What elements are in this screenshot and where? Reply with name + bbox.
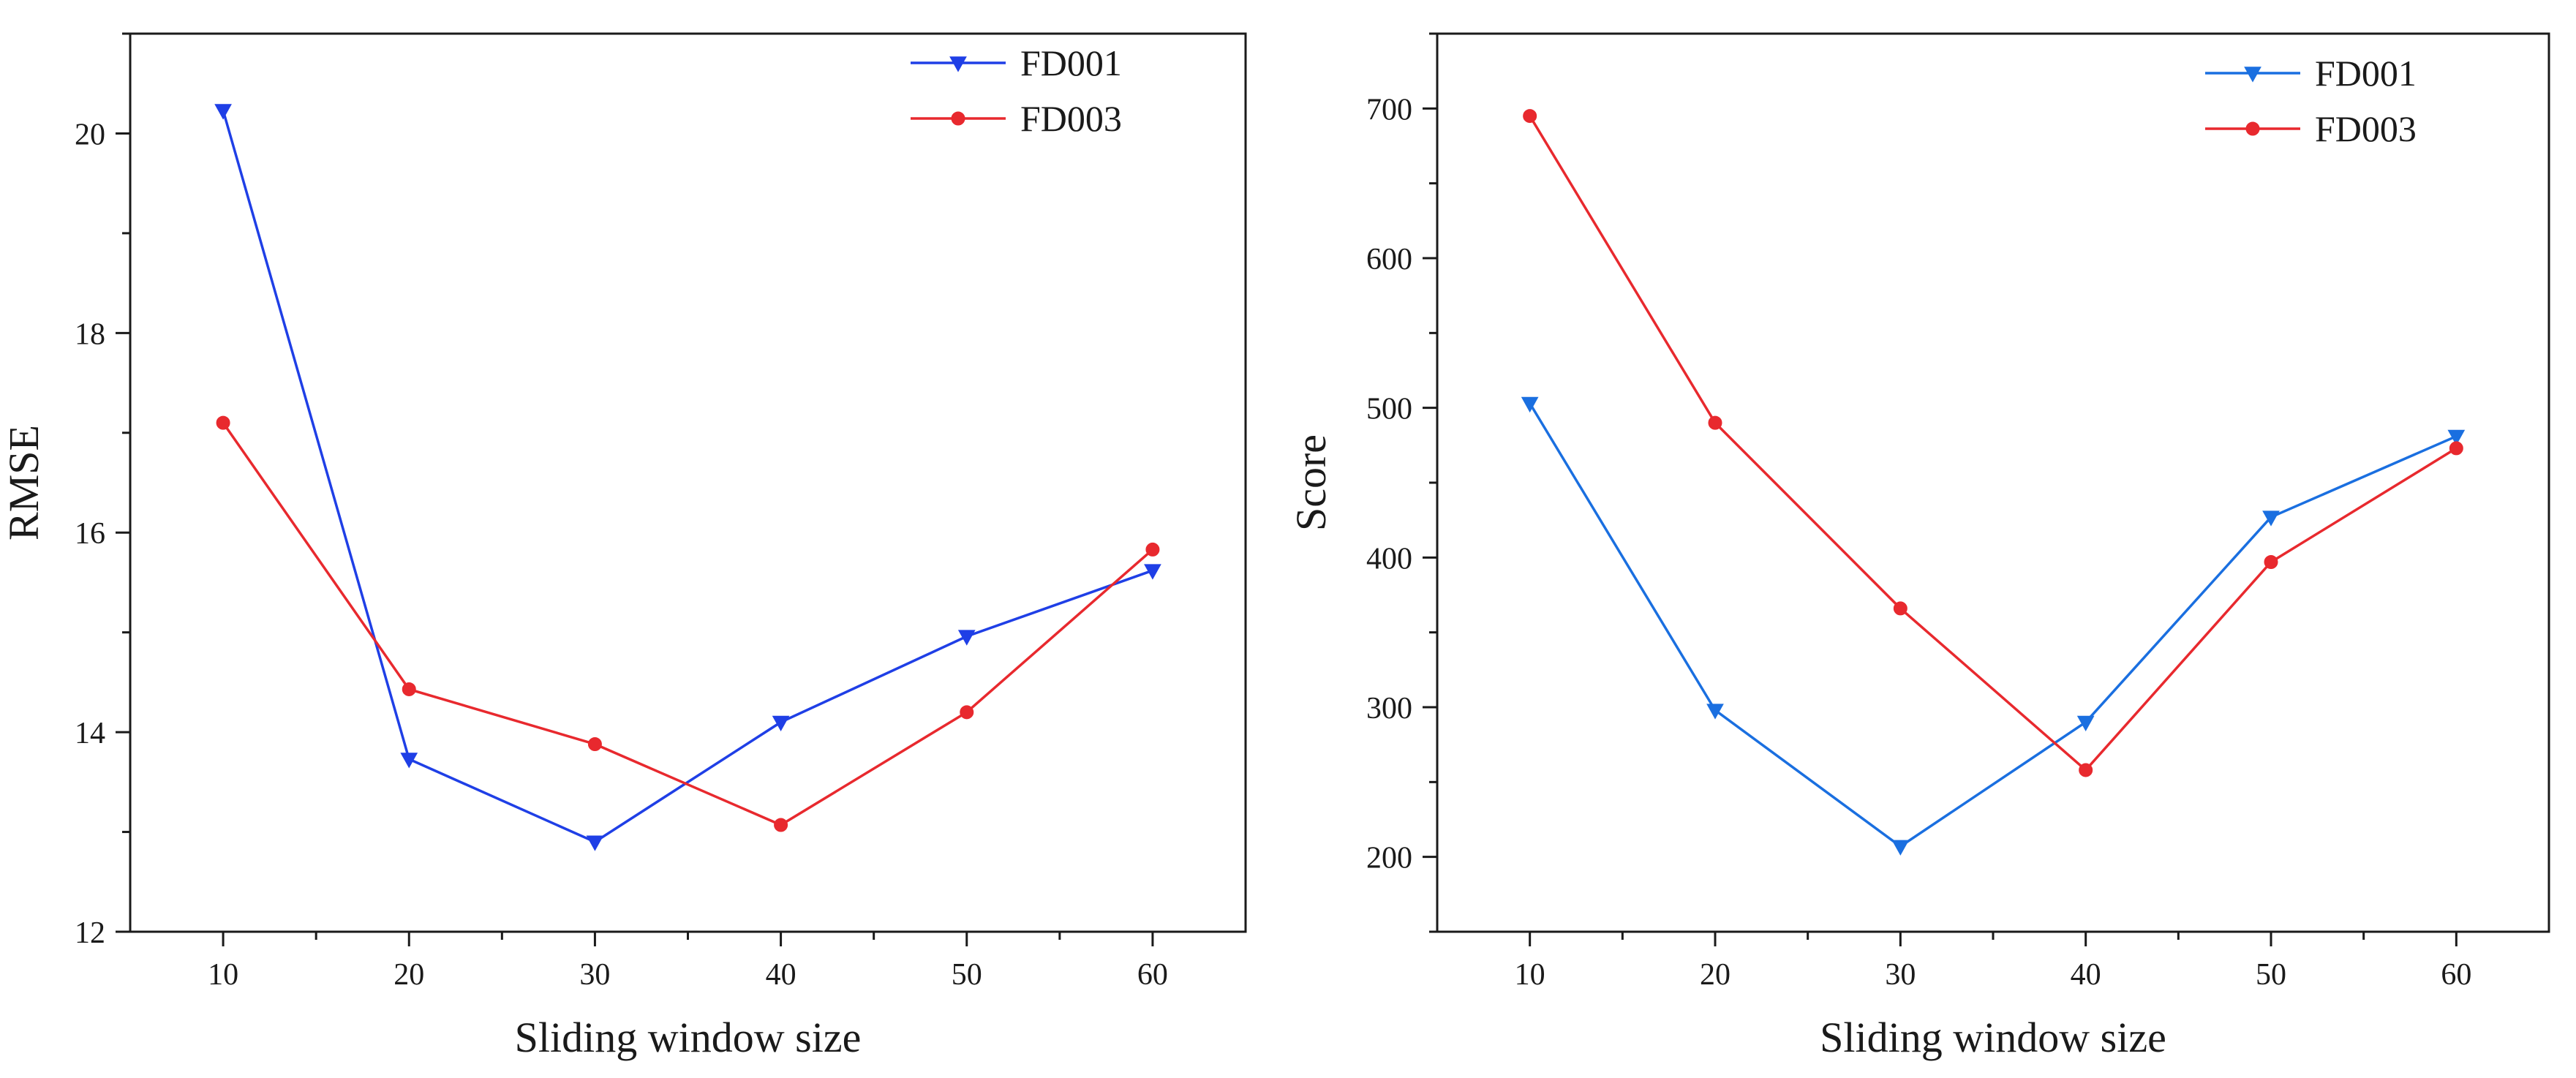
- y-tick-label: 700: [1366, 93, 1412, 127]
- legend-marker: [2244, 67, 2261, 83]
- data-point-fd003: [587, 736, 602, 751]
- x-tick-label: 10: [1515, 958, 1545, 992]
- y-tick-label: 16: [75, 517, 105, 551]
- data-point-fd003: [1708, 415, 1722, 430]
- series-line-fd003: [1529, 115, 2458, 772]
- chart-panel-2: 10 20 30 40 50 60 200 300 400 500 600 700 Sliding wi…: [1287, 32, 2550, 1061]
- data-point-fd001: [772, 715, 790, 732]
- data-point-fd003: [2264, 554, 2278, 569]
- data-point-fd003: [774, 818, 788, 832]
- series-fd003: [1523, 109, 2463, 777]
- data-point-fd003: [2079, 763, 2093, 777]
- legend-label: FD003: [2315, 108, 2417, 149]
- x-tick-label: 20: [1700, 958, 1730, 992]
- data-point-fd003: [1145, 542, 1160, 557]
- data-point-fd003: [216, 415, 230, 430]
- y-tick-label: 20: [75, 118, 105, 151]
- data-point-fd003: [2449, 441, 2463, 456]
- data-point-fd001: [1144, 564, 1161, 580]
- x-tick-label: 20: [393, 958, 424, 992]
- legend-marker: [2245, 121, 2260, 136]
- series-fd001: [214, 104, 1161, 851]
- data-point-fd003: [960, 705, 974, 720]
- x-tick-label: 50: [952, 958, 982, 992]
- legend-label: FD001: [2315, 53, 2417, 94]
- data-point-fd001: [214, 104, 232, 120]
- x-tick-label: 30: [1885, 958, 1916, 992]
- legend-marker: [949, 56, 967, 72]
- data-point-fd001: [2262, 510, 2280, 527]
- data-point-fd001: [2447, 429, 2466, 446]
- y-tick-label: 500: [1366, 393, 1412, 426]
- y-tick-label: 14: [75, 717, 105, 750]
- data-point-fd003: [1523, 109, 1537, 124]
- legend: FD001 FD003: [911, 42, 1122, 139]
- x-tick-label: 30: [579, 958, 610, 992]
- legend-label: FD001: [1020, 42, 1122, 83]
- data-point-fd001: [2076, 715, 2095, 732]
- x-tick-label: 60: [1137, 958, 1168, 992]
- plot-frame: [129, 32, 1247, 933]
- series-fd001: [1521, 396, 2466, 856]
- series-line-fd003: [222, 422, 1154, 826]
- data-point-fd003: [1893, 601, 1907, 616]
- data-point-fd001: [586, 835, 604, 851]
- data-point-fd001: [400, 753, 418, 769]
- legend-marker: [951, 111, 965, 126]
- x-axis-title: Sliding window size: [515, 1014, 862, 1061]
- series-line-fd001: [222, 110, 1153, 844]
- data-point-fd001: [1891, 840, 1910, 856]
- data-point-fd003: [402, 682, 416, 696]
- series-line-fd001: [1529, 402, 2458, 848]
- x-tick-label: 10: [208, 958, 238, 992]
- x-tick-label: 40: [2071, 958, 2101, 992]
- legend: FD001 FD003: [2205, 53, 2417, 149]
- plot-frame: [1436, 32, 2550, 933]
- x-axis-title: Sliding window size: [1820, 1014, 2166, 1061]
- y-tick-label: 18: [75, 317, 105, 351]
- y-axis-title: RMSE: [0, 425, 48, 540]
- series-fd003: [216, 415, 1160, 832]
- data-point-fd001: [1521, 396, 1539, 413]
- y-tick-label: 200: [1366, 842, 1412, 875]
- y-tick-label: 400: [1366, 542, 1412, 576]
- y-tick-label: 300: [1366, 692, 1412, 725]
- y-axis-title: Score: [1287, 434, 1335, 531]
- y-tick-label: 600: [1366, 243, 1412, 276]
- x-tick-label: 40: [766, 958, 796, 992]
- data-point-fd001: [957, 630, 976, 646]
- y-tick-label: 12: [75, 916, 105, 950]
- chart-panel-1: 10 20 30 40 50 60 12 14 16 18 20 Sliding window siz…: [0, 32, 1247, 1061]
- data-point-fd001: [1706, 704, 1724, 720]
- legend-label: FD003: [1020, 98, 1122, 139]
- x-tick-label: 50: [2256, 958, 2286, 992]
- x-tick-label: 60: [2441, 958, 2471, 992]
